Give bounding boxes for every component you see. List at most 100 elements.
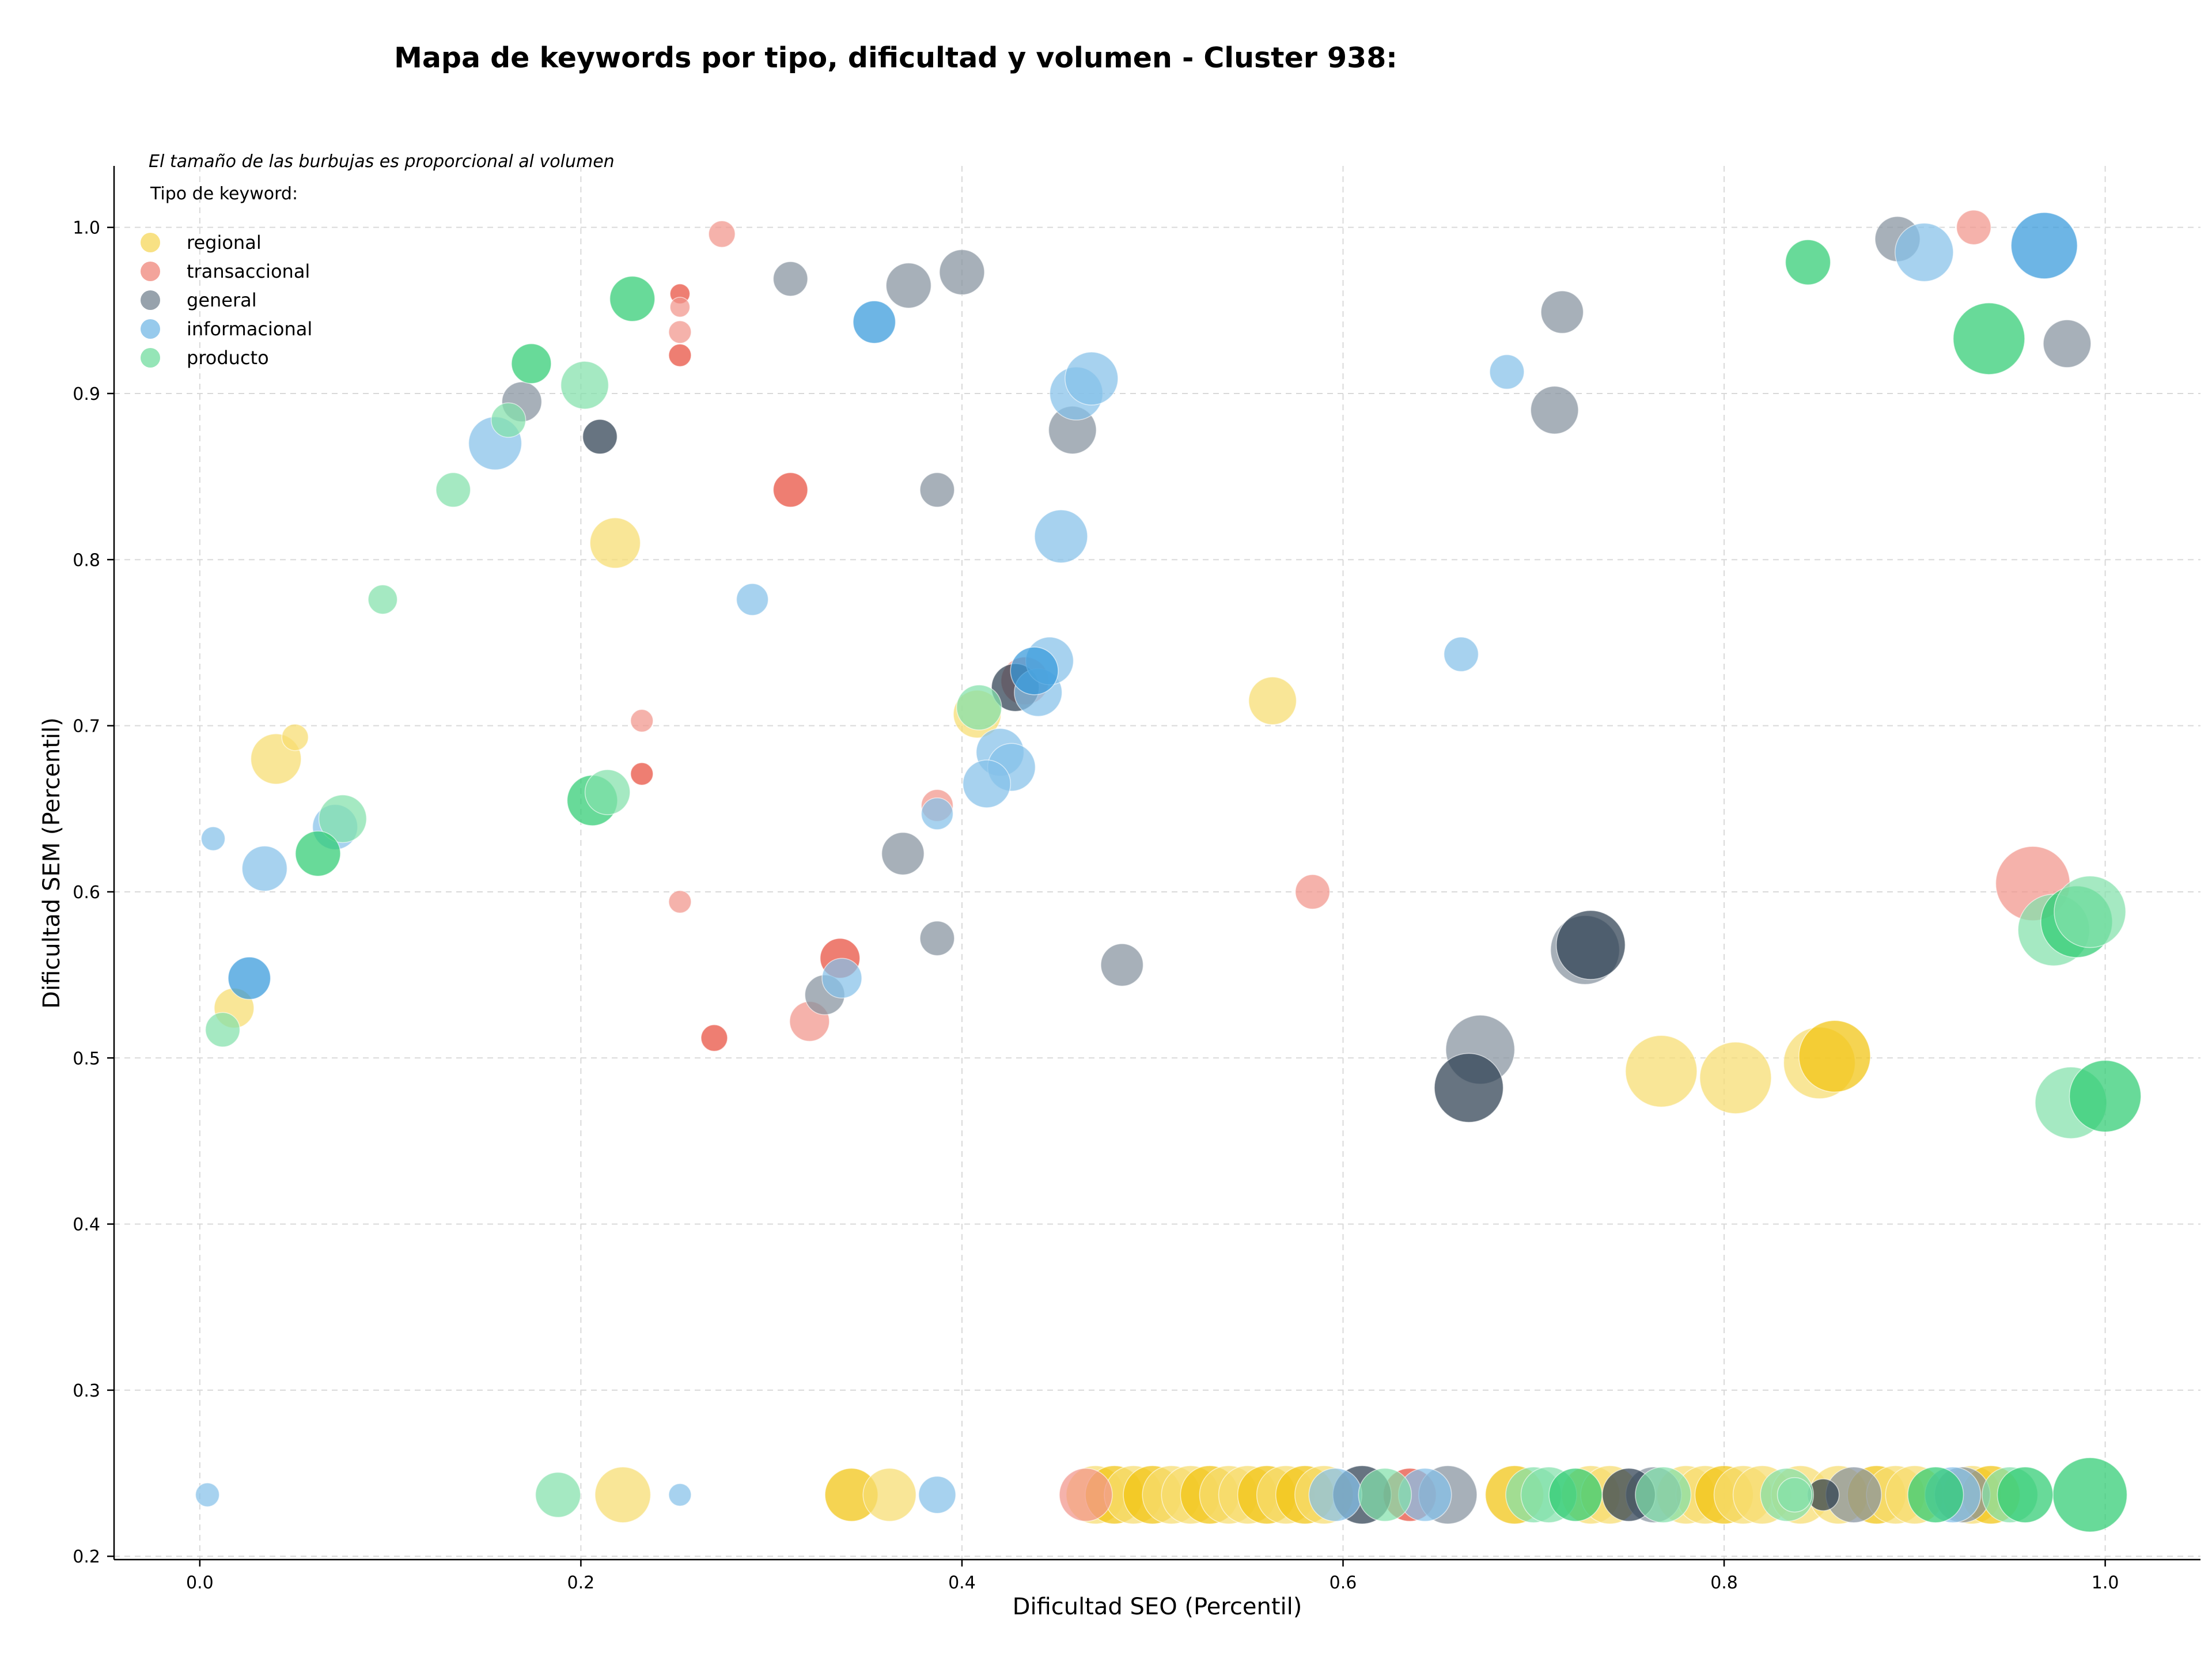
bubble-transaccional	[772, 472, 808, 508]
bubble-informacional	[228, 956, 271, 1000]
bubble-informacional	[921, 797, 954, 830]
x-ticks: 0.0 0.2 0.4 0.6 0.8 1.0	[186, 1560, 2119, 1593]
bubble-general	[1540, 290, 1584, 334]
bubble-layer	[195, 210, 2142, 1533]
y-axis-label: Dificultad SEM (Percentil)	[39, 717, 65, 1009]
bubble-general	[939, 249, 985, 296]
x-tick-label: 0.2	[567, 1573, 595, 1593]
bubble-informacional	[1443, 637, 1479, 672]
bubble-producto	[956, 684, 1002, 731]
bubble-general	[1555, 910, 1626, 980]
bubble-producto	[1997, 1466, 2054, 1523]
bubble-producto	[609, 275, 656, 322]
bubble-informacional	[2010, 212, 2078, 279]
bubble-transaccional	[630, 762, 654, 786]
bubble-producto	[560, 361, 609, 410]
bubble-transaccional	[1956, 210, 1992, 245]
bubble-producto	[204, 1012, 241, 1047]
legend-label-transaccional: transaccional	[187, 260, 310, 282]
bubble-informacional	[918, 1475, 956, 1514]
bubble-producto	[535, 1471, 581, 1518]
bubble-informacional	[668, 1483, 692, 1507]
bubble-producto	[368, 584, 398, 615]
bubble-informacional	[1034, 509, 1088, 563]
bubble-regional	[589, 517, 641, 569]
legend-title: Tipo de keyword:	[150, 184, 298, 204]
bubble-informacional	[1308, 1467, 1363, 1522]
y-tick-label: 0.3	[73, 1381, 100, 1401]
bubble-producto	[1785, 239, 1831, 286]
bubble-transaccional	[700, 1024, 728, 1052]
series-general	[501, 216, 2092, 1524]
x-axis-label: Dificultad SEO (Percentil)	[1013, 1594, 1302, 1620]
bubble-producto	[1952, 302, 2025, 375]
y-tick-label: 0.5	[73, 1049, 100, 1069]
y-tick-label: 0.9	[73, 384, 100, 404]
bubble-transaccional	[668, 320, 692, 344]
x-tick-label: 1.0	[2092, 1573, 2119, 1593]
bubble-general	[881, 832, 925, 876]
legend-label-regional: regional	[187, 232, 262, 253]
legend-marker-general	[141, 290, 160, 310]
bubble-informacional	[853, 300, 896, 344]
bubble-producto	[1635, 1466, 1692, 1523]
bubble-informacional	[241, 845, 288, 892]
bubble-general	[1100, 943, 1144, 987]
bubble-general	[885, 262, 932, 309]
bubble-general	[919, 472, 955, 508]
grid-lines	[114, 166, 2200, 1560]
bubble-regional	[594, 1466, 652, 1523]
axes	[113, 166, 2200, 1561]
series-informacional	[195, 212, 2078, 1523]
bubble-producto	[2069, 1060, 2142, 1133]
legend-marker-transaccional	[141, 262, 160, 281]
bubble-producto	[1777, 1477, 1813, 1513]
legend-label-informacional: informacional	[187, 318, 312, 340]
x-tick-label: 0.8	[1710, 1573, 1738, 1593]
bubble-informacional	[1010, 646, 1059, 695]
bubble-transaccional	[1294, 874, 1331, 910]
bubble-transaccional	[630, 709, 654, 733]
bubble-producto	[491, 402, 527, 438]
x-tick-label: 0.0	[186, 1573, 214, 1593]
bubble-informacional	[1895, 222, 1954, 282]
bubble-producto	[584, 769, 631, 815]
y-tick-label: 0.2	[73, 1547, 100, 1567]
legend-label-producto: producto	[187, 347, 269, 369]
legend-marker-regional	[141, 233, 160, 252]
bubble-informacional	[195, 1482, 220, 1508]
legend-label-general: general	[187, 289, 257, 311]
series-transaccional	[630, 210, 2071, 1522]
bubble-general	[2043, 319, 2092, 368]
bubble-regional	[1625, 1035, 1698, 1108]
bubble-size-note: El tamaño de las burbujas es proporciona…	[149, 152, 615, 172]
bubble-regional	[1248, 676, 1297, 725]
legend: regional transaccional general informaciona…	[141, 232, 312, 369]
chart-title: Mapa de keywords por tipo, dificultad y …	[394, 41, 1397, 74]
bubble-transaccional	[668, 343, 692, 367]
series-regional	[214, 517, 2021, 1524]
bubble-regional	[1699, 1042, 1772, 1114]
x-tick-label: 0.6	[1330, 1573, 1357, 1593]
series-producto	[204, 239, 2142, 1533]
y-tick-label: 0.6	[73, 883, 100, 903]
bubble-producto	[1907, 1466, 1964, 1523]
bubble-producto	[511, 343, 552, 384]
bubble-general	[919, 921, 955, 956]
bubble-transaccional	[708, 220, 736, 248]
bubble-informacional	[1065, 351, 1119, 406]
bubble-informacional	[962, 759, 1012, 808]
y-tick-label: 0.7	[73, 717, 100, 737]
x-tick-label: 0.4	[948, 1573, 976, 1593]
bubble-producto	[1548, 1467, 1603, 1522]
bubble-producto	[2054, 875, 2126, 948]
bubble-producto	[318, 794, 368, 843]
bubble-informacional	[200, 826, 226, 852]
legend-marker-producto	[141, 348, 160, 368]
bubble-producto	[1358, 1467, 1412, 1522]
bubble-informacional	[1489, 354, 1525, 390]
y-tick-label: 1.0	[73, 218, 100, 239]
bubble-regional	[281, 724, 309, 751]
bubble-transaccional	[1059, 1467, 1113, 1522]
